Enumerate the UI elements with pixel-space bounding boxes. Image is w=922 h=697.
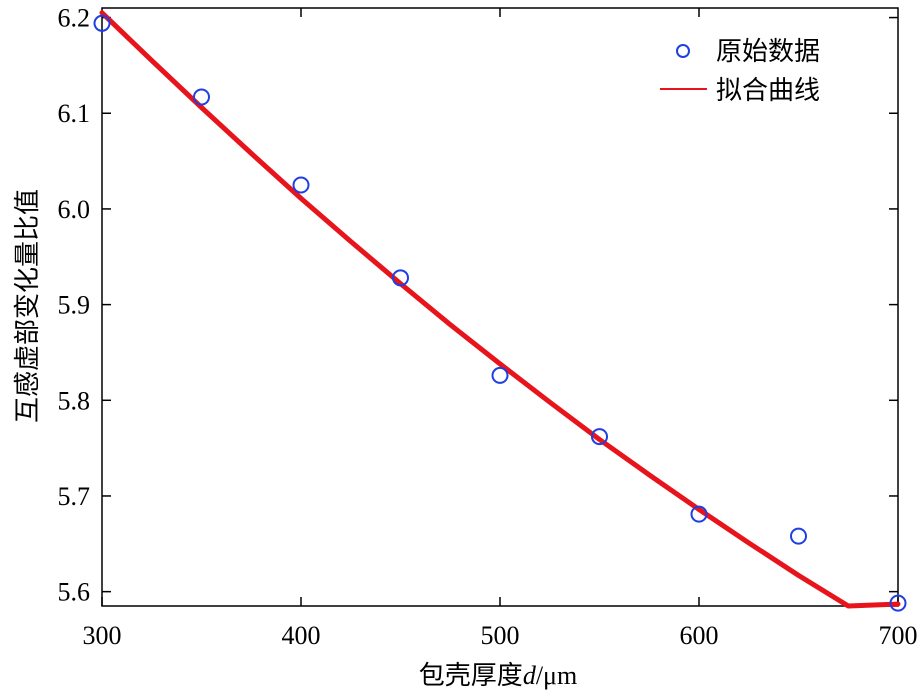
y-tick-label: 5.6 <box>58 578 91 607</box>
fit-curve-line <box>99 10 901 609</box>
y-tick-label: 5.8 <box>58 386 91 415</box>
data-point <box>93 14 111 32</box>
x-axis-title-prefix: 包壳厚度 <box>419 661 523 691</box>
x-axis-title-unit: /μm <box>536 661 577 690</box>
data-point <box>193 88 210 106</box>
y-axis-title: 互感虚部变化量比值 <box>13 189 43 423</box>
x-tick-label: 300 <box>83 621 122 650</box>
x-tick-label: 500 <box>481 621 520 650</box>
data-point <box>591 428 608 446</box>
data-point <box>690 505 708 523</box>
y-axis-title-group: 互感虚部变化量比值 <box>13 189 43 423</box>
data-point <box>889 594 907 612</box>
x-axis-title-variable: d <box>523 661 537 690</box>
y-tick-label: 5.9 <box>58 291 91 320</box>
legend-marker-raw-data <box>676 44 690 58</box>
data-point <box>790 527 807 545</box>
y-tick-label: 6.1 <box>58 99 91 128</box>
x-axis-title: 包壳厚度d/μm <box>419 661 577 691</box>
plot-area: 300 400 500 600 700 5.6 5.7 5.8 5.9 6.0 6.1 6.2 <box>58 4 918 650</box>
x-tick-label: 700 <box>879 621 918 650</box>
legend-label-raw-data: 原始数据 <box>716 37 820 67</box>
data-point <box>392 269 409 287</box>
x-tick-label: 600 <box>680 621 719 650</box>
data-point <box>292 176 310 194</box>
data-point <box>491 366 509 384</box>
legend-label-fit-curve: 拟合曲线 <box>716 76 820 106</box>
y-tick-label: 5.7 <box>58 482 91 511</box>
y-tick-label: 6.0 <box>58 195 91 224</box>
y-tick-label: 6.2 <box>58 4 91 33</box>
x-tick-label: 400 <box>282 621 321 650</box>
